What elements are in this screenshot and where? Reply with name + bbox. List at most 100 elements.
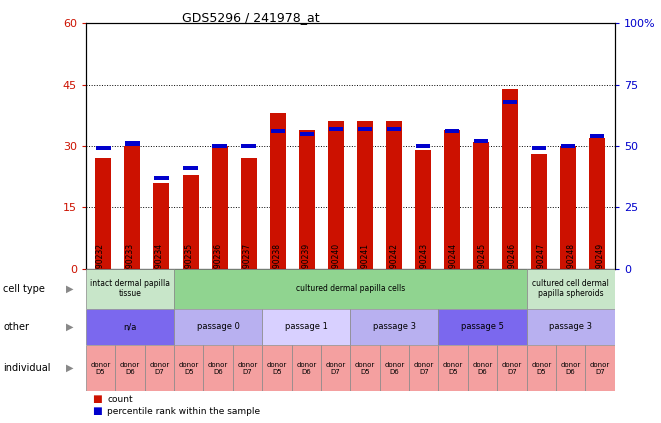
Bar bbox=[299, 132, 314, 136]
Bar bbox=[532, 146, 547, 151]
Bar bbox=[503, 100, 518, 104]
Bar bbox=[527, 345, 556, 391]
Bar bbox=[590, 134, 605, 138]
Bar bbox=[204, 345, 233, 391]
Bar bbox=[154, 176, 169, 180]
Bar bbox=[321, 345, 350, 391]
Bar bbox=[527, 309, 615, 345]
Text: GSM1090249: GSM1090249 bbox=[596, 243, 605, 294]
Bar bbox=[473, 142, 489, 269]
Bar bbox=[115, 345, 145, 391]
Text: GSM1090242: GSM1090242 bbox=[390, 243, 399, 294]
Text: GSM1090232: GSM1090232 bbox=[96, 243, 105, 294]
Text: passage 3: passage 3 bbox=[373, 322, 416, 331]
Bar bbox=[468, 345, 497, 391]
Bar bbox=[561, 144, 576, 148]
Text: GSM1090245: GSM1090245 bbox=[478, 243, 487, 294]
Text: GSM1090243: GSM1090243 bbox=[419, 243, 428, 294]
Text: GDS5296 / 241978_at: GDS5296 / 241978_at bbox=[182, 11, 320, 24]
Bar bbox=[270, 129, 285, 133]
Bar bbox=[145, 345, 174, 391]
Bar bbox=[386, 121, 402, 269]
Text: individual: individual bbox=[3, 363, 51, 373]
Text: ▶: ▶ bbox=[65, 284, 73, 294]
Bar bbox=[262, 345, 292, 391]
Bar bbox=[241, 144, 256, 148]
Bar bbox=[328, 121, 344, 269]
Text: GSM1090237: GSM1090237 bbox=[243, 243, 252, 294]
Bar bbox=[357, 121, 373, 269]
Bar bbox=[174, 309, 262, 345]
Bar bbox=[86, 269, 174, 309]
Text: n/a: n/a bbox=[124, 322, 137, 331]
Bar bbox=[409, 345, 438, 391]
Bar bbox=[438, 309, 527, 345]
Text: donor
D5: donor D5 bbox=[91, 362, 111, 374]
Text: GSM1090241: GSM1090241 bbox=[360, 243, 369, 294]
Text: donor
D6: donor D6 bbox=[561, 362, 581, 374]
Text: other: other bbox=[3, 322, 29, 332]
Bar bbox=[96, 146, 110, 151]
Text: GSM1090233: GSM1090233 bbox=[126, 243, 134, 294]
Bar bbox=[86, 309, 174, 345]
Text: ■: ■ bbox=[93, 406, 102, 416]
Bar bbox=[124, 146, 140, 269]
Bar bbox=[586, 345, 615, 391]
Bar bbox=[445, 129, 459, 133]
Text: donor
D7: donor D7 bbox=[590, 362, 610, 374]
Text: passage 5: passage 5 bbox=[461, 322, 504, 331]
Text: donor
D6: donor D6 bbox=[296, 362, 317, 374]
Text: donor
D6: donor D6 bbox=[473, 362, 492, 374]
Bar bbox=[497, 345, 527, 391]
Text: donor
D7: donor D7 bbox=[149, 362, 169, 374]
Bar bbox=[212, 146, 227, 269]
Text: ▶: ▶ bbox=[65, 322, 73, 332]
Bar bbox=[86, 345, 115, 391]
Text: GSM1090246: GSM1090246 bbox=[508, 243, 516, 294]
Text: GSM1090239: GSM1090239 bbox=[302, 243, 311, 294]
Text: donor
D5: donor D5 bbox=[443, 362, 463, 374]
Bar bbox=[241, 158, 256, 269]
Text: passage 1: passage 1 bbox=[285, 322, 328, 331]
Bar bbox=[474, 139, 488, 143]
Text: donor
D6: donor D6 bbox=[208, 362, 228, 374]
Text: donor
D7: donor D7 bbox=[502, 362, 522, 374]
Bar bbox=[350, 345, 379, 391]
Bar bbox=[95, 158, 111, 269]
Text: donor
D5: donor D5 bbox=[178, 362, 199, 374]
Bar bbox=[262, 309, 350, 345]
Bar bbox=[183, 166, 198, 170]
Text: GSM1090238: GSM1090238 bbox=[272, 243, 282, 294]
Text: cell type: cell type bbox=[3, 284, 45, 294]
Bar bbox=[329, 127, 343, 131]
Bar bbox=[416, 144, 430, 148]
Bar bbox=[125, 141, 139, 146]
Bar bbox=[182, 175, 198, 269]
Bar bbox=[590, 138, 605, 269]
Bar bbox=[270, 113, 286, 269]
Bar bbox=[387, 127, 401, 131]
Bar bbox=[444, 129, 460, 269]
Bar bbox=[233, 345, 262, 391]
Text: donor
D5: donor D5 bbox=[531, 362, 551, 374]
Bar bbox=[531, 154, 547, 269]
Bar bbox=[415, 150, 431, 269]
Bar bbox=[153, 183, 169, 269]
Text: GSM1090248: GSM1090248 bbox=[566, 243, 575, 294]
Text: GSM1090236: GSM1090236 bbox=[214, 243, 223, 294]
Text: donor
D5: donor D5 bbox=[355, 362, 375, 374]
Text: donor
D5: donor D5 bbox=[267, 362, 287, 374]
Bar bbox=[527, 269, 615, 309]
Bar bbox=[292, 345, 321, 391]
Bar bbox=[299, 129, 315, 269]
Text: count: count bbox=[107, 395, 133, 404]
Bar bbox=[379, 345, 409, 391]
Text: passage 0: passage 0 bbox=[197, 322, 239, 331]
Bar bbox=[502, 89, 518, 269]
Bar bbox=[350, 309, 438, 345]
Bar bbox=[556, 345, 586, 391]
Bar bbox=[212, 144, 227, 148]
Bar bbox=[358, 127, 372, 131]
Text: GSM1090240: GSM1090240 bbox=[331, 243, 340, 294]
Text: GSM1090234: GSM1090234 bbox=[155, 243, 164, 294]
